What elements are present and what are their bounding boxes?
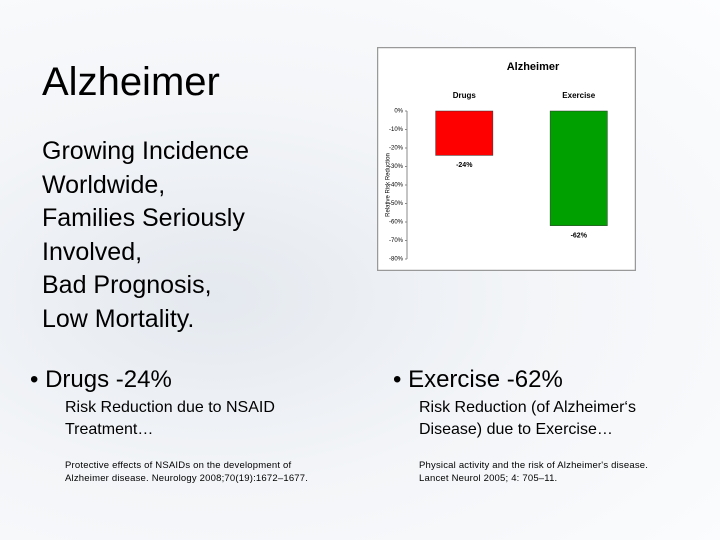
detail-line: Risk Reduction due to NSAID [65,399,275,416]
body-line: Families Seriously [42,204,245,232]
y-tick-label: -70% [389,238,404,244]
chart-title: Alzheimer [507,61,560,73]
y-tick-label: -50% [389,201,404,207]
y-tick-label: -40% [389,183,404,189]
detail: Risk Reduction due to NSAID Treatment… [65,397,275,441]
value-label: -24% [456,162,473,169]
detail-line: Risk Reduction (of Alzheimer‘s [419,399,636,416]
bullet: • Exercise -62% [393,366,563,393]
y-tick-label: -30% [389,164,404,170]
reference-line: Lancet Neurol 2005; 4: 705–11. [419,472,558,484]
body-line: Involved, [42,237,143,266]
body-line: Worldwide, [42,170,166,199]
value-label: -62% [571,233,588,240]
reference: Protective effects of NSAIDs on the deve… [65,460,308,485]
y-tick-label: -60% [389,220,404,226]
body-line: Low Mortality. [42,304,195,333]
y-tick-label: -20% [389,146,404,152]
reference-line: Protective effects of NSAIDs on the deve… [65,460,292,471]
reference-line: Physical activity and the risk of Alzhei… [419,460,649,471]
y-tick-label: -80% [389,257,404,263]
detail-line: Disease) due to Exercise… [419,421,613,438]
bar [435,110,494,156]
y-axis-label: Relative Risk Reduction [386,153,392,217]
slide-title: Alzheimer [42,60,220,104]
body-text: Growing Incidence Worldwide, Families Seri… [42,135,249,336]
body-line: Bad Prognosis, [42,271,212,299]
bar [549,110,608,226]
bullet-text: Drugs -24% [45,366,172,393]
detail: Risk Reduction (of Alzheimer‘s Disease) … [419,397,636,441]
body-line: Growing Incidence [42,137,250,165]
reference: Physical activity and the risk of Alzhei… [419,460,648,485]
bullet: • Drugs -24% [30,366,172,393]
x-tick-label: Exercise [562,91,595,100]
y-tick-label: -10% [389,127,404,133]
y-tick-label: 0% [394,109,403,115]
bullet-text: Exercise -62% [408,366,563,393]
x-tick-label: Drugs [453,91,477,100]
detail-line: Treatment… [65,421,154,438]
chart: Alzheimer Relative Risk Reduction 0% -10%… [377,47,636,271]
reference-line: Alzheimer disease. Neurology 2008;70(19)… [65,472,309,484]
